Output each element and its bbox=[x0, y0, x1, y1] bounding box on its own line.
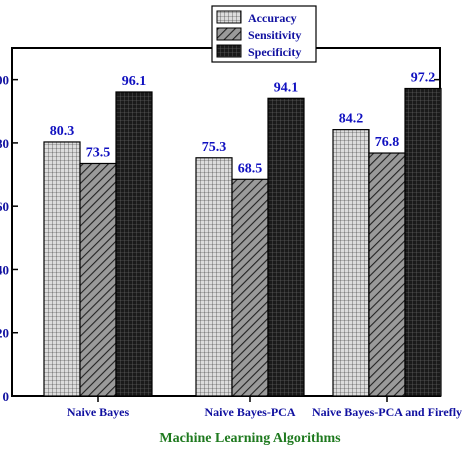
bar-specificity bbox=[404, 87, 442, 397]
y-tick-label: 40 bbox=[0, 262, 9, 277]
data-label: 75.3 bbox=[202, 140, 227, 155]
data-label: 73.5 bbox=[86, 145, 111, 160]
bar-sensitivity bbox=[231, 178, 269, 397]
x-tick-label: Naive Bayes-PCA and Firefly bbox=[312, 405, 462, 419]
y-tick-label: 20 bbox=[0, 326, 9, 341]
data-label: 68.5 bbox=[238, 161, 263, 176]
y-tick-label: 0 bbox=[3, 389, 10, 404]
bar-accuracy bbox=[43, 141, 81, 397]
data-label: 76.8 bbox=[375, 135, 400, 150]
legend-swatch bbox=[216, 10, 242, 24]
legend-swatch bbox=[216, 27, 242, 41]
y-tick-label: 60 bbox=[0, 199, 9, 214]
bar-sensitivity bbox=[79, 162, 117, 397]
data-label: 96.1 bbox=[122, 74, 147, 89]
data-label: 84.2 bbox=[339, 112, 364, 127]
x-axis-title: Machine Learning Algorithms bbox=[159, 431, 341, 446]
bar-accuracy bbox=[332, 129, 370, 397]
bar-accuracy bbox=[195, 157, 233, 397]
data-label: 97.2 bbox=[411, 70, 436, 85]
legend-label: Specificity bbox=[248, 45, 301, 59]
legend-label: Sensitivity bbox=[248, 28, 301, 42]
legend-label: Accuracy bbox=[248, 11, 297, 25]
data-label: 94.1 bbox=[274, 80, 299, 95]
y-tick-label: 80 bbox=[0, 136, 9, 151]
x-tick-label: Naive Bayes bbox=[67, 405, 130, 419]
legend-swatch bbox=[216, 44, 242, 58]
x-tick-label: Naive Bayes-PCA bbox=[205, 405, 296, 419]
y-tick-label: 100 bbox=[0, 73, 9, 88]
plot-area: 0 20 40 60 80 100 80.3 73.5 96.1 Naive Bayes 75.3 6… bbox=[0, 47, 462, 419]
data-label: 80.3 bbox=[50, 124, 75, 139]
legend: Accuracy Sensitivity Specificity bbox=[211, 5, 317, 63]
bar-specificity bbox=[115, 91, 153, 397]
bar-specificity bbox=[267, 97, 305, 397]
bar-sensitivity bbox=[368, 152, 406, 397]
